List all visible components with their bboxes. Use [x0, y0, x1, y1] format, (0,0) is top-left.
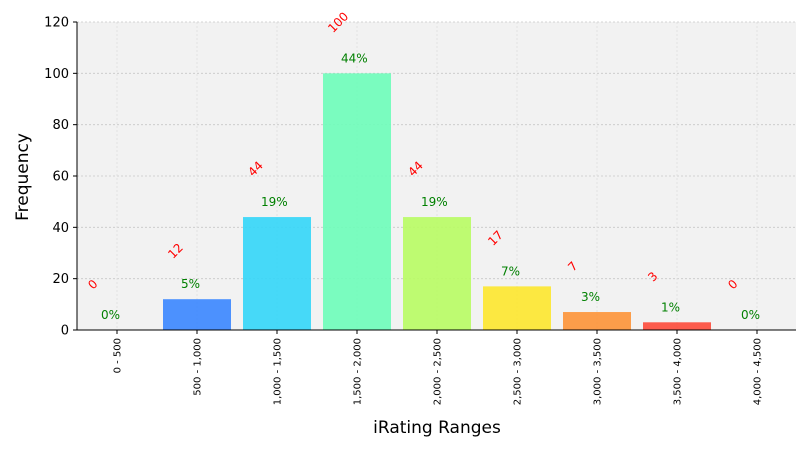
percent-label-6: 3% [581, 290, 600, 304]
percent-label-0: 0% [101, 308, 120, 322]
y-tick-label: 0 [61, 324, 69, 339]
bar-4 [403, 217, 471, 330]
bar-3 [323, 73, 391, 330]
y-axis-ticks: 0 20 40 60 80 100 120 [44, 16, 77, 339]
y-tick-label: 120 [44, 16, 69, 31]
y-axis-title: Frequency [13, 133, 33, 221]
y-tick-label: 60 [52, 170, 69, 185]
percent-label-7: 1% [661, 300, 680, 314]
y-tick-label: 40 [52, 221, 69, 236]
y-tick-label: 100 [44, 67, 69, 82]
x-tick-label: 500 - 1,000 [193, 338, 204, 396]
bar-1 [163, 299, 231, 330]
percent-label-4: 19% [421, 195, 448, 209]
percent-label-1: 5% [181, 277, 200, 291]
bar-6 [563, 312, 631, 330]
x-axis-title: iRating Ranges [373, 418, 501, 438]
bar-5 [483, 286, 551, 330]
percent-label-3: 44% [341, 51, 368, 65]
percent-label-5: 7% [501, 264, 520, 278]
x-axis-ticks: 0 - 500 500 - 1,000 1,000 - 1,500 1,500 - 2… [113, 330, 764, 405]
x-tick-label: 1,500 - 2,000 [353, 338, 364, 405]
bars [163, 73, 711, 330]
y-tick-label: 80 [52, 118, 69, 133]
x-tick-label: 3,500 - 4,000 [673, 338, 684, 405]
bar-7 [643, 322, 711, 330]
x-tick-label: 3,000 - 3,500 [593, 338, 604, 405]
y-tick-label: 20 [52, 272, 69, 287]
x-tick-label: 2,000 - 2,500 [433, 338, 444, 405]
percent-label-8: 0% [741, 308, 760, 322]
x-tick-label: 4,000 - 4,500 [753, 338, 764, 405]
x-tick-label: 0 - 500 [113, 338, 124, 373]
x-tick-label: 2,500 - 3,000 [513, 338, 524, 405]
x-tick-label: 1,000 - 1,500 [273, 338, 284, 405]
bar-2 [243, 217, 311, 330]
percent-label-2: 19% [261, 195, 288, 209]
